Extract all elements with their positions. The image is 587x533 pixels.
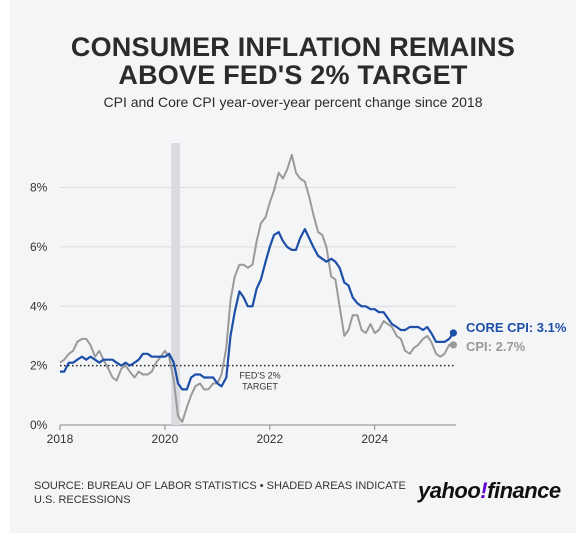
end-labels: CORE CPI: 3.1% CPI: 2.7% [466, 320, 567, 354]
line-chart: FED'S 2%TARGET 0% 2% 4% 6% 8% 2018 2020 2022 202… [30, 143, 567, 446]
core-cpi-label: CORE CPI: 3.1% [466, 320, 567, 335]
core-line [60, 228, 455, 391]
series-group [59, 153, 457, 423]
y-tick-label: 2% [30, 359, 48, 373]
x-tick-label: 2018 [47, 432, 74, 446]
chart-card: CONSUMER INFLATION REMAINS ABOVE FED'S 2… [10, 0, 576, 533]
x-tick-label: 2020 [152, 432, 179, 446]
chart-title-line1: CONSUMER INFLATION REMAINS [70, 32, 516, 62]
recession-band-group [171, 143, 181, 425]
chart-subtitle: CPI and Core CPI year-over-year percent … [103, 94, 483, 110]
core-end-dot [449, 329, 457, 337]
cpi-end-dot [449, 341, 457, 349]
recession-band [171, 143, 181, 425]
y-tick-label: 0% [30, 418, 48, 432]
fed-target-group: FED'S 2%TARGET [60, 364, 456, 392]
fed-target-label-line1: FED'S 2% [239, 371, 280, 381]
logo-finance: finance [487, 478, 561, 503]
logo-bang: ! [480, 478, 488, 503]
source-note: SOURCE: BUREAU OF LABOR STATISTICS • SHA… [34, 480, 406, 506]
axis-ticks: 0% 2% 4% 6% 8% 2018 2020 2022 2024 [30, 181, 388, 446]
x-tick-label: 2024 [361, 432, 388, 446]
yahoo-finance-logo: yahoo!finance [418, 478, 561, 504]
y-tick-label: 6% [30, 240, 48, 254]
cpi-line [59, 153, 454, 423]
cpi-label: CPI: 2.7% [466, 339, 526, 354]
chart-title-line2: ABOVE FED'S 2% TARGET [118, 60, 468, 90]
y-tick-label: 4% [30, 299, 48, 313]
fed-target-label-line2: TARGET [242, 382, 278, 392]
y-tick-label: 8% [30, 181, 48, 195]
logo-yahoo: yahoo [418, 478, 481, 503]
x-tick-label: 2022 [256, 432, 283, 446]
gridlines [60, 187, 456, 426]
